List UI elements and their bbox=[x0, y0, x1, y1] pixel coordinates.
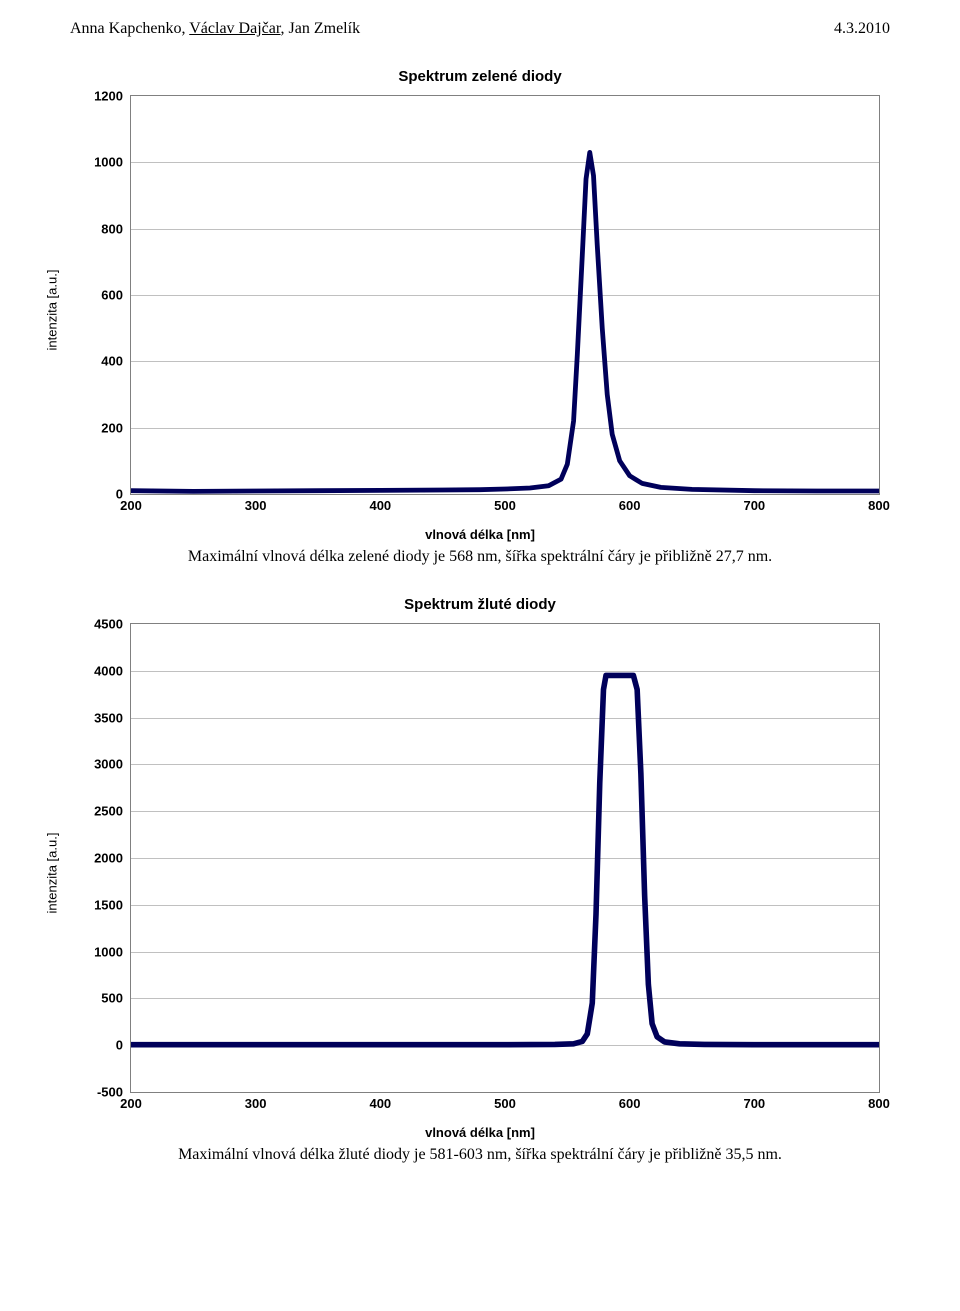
chart-caption: Maximální vlnová délka žluté diody je 58… bbox=[70, 1146, 890, 1164]
y-tick-label: 600 bbox=[101, 288, 123, 303]
x-tick-label: 500 bbox=[494, 1096, 516, 1111]
y-tick-label: 0 bbox=[116, 1038, 123, 1053]
y-tick-label: 400 bbox=[101, 354, 123, 369]
y-tick-label: 1000 bbox=[94, 155, 123, 170]
y-tick-label: 3500 bbox=[94, 710, 123, 725]
x-tick-label: 800 bbox=[868, 498, 890, 513]
x-tick-label: 800 bbox=[868, 1096, 890, 1111]
series-line bbox=[131, 96, 879, 494]
chart-yellow: Spektrum žluté diody intenzita [a.u.] -5… bbox=[40, 596, 920, 1164]
chart-title: Spektrum zelené diody bbox=[40, 68, 920, 85]
chart-frame: intenzita [a.u.] 02004006008001000120020… bbox=[100, 95, 890, 525]
x-tick-label: 400 bbox=[369, 1096, 391, 1111]
x-tick-label: 300 bbox=[245, 498, 267, 513]
plot-area: 0200400600800100012002003004005006007008… bbox=[130, 95, 880, 495]
y-tick-label: 800 bbox=[101, 221, 123, 236]
x-tick-label: 700 bbox=[743, 498, 765, 513]
y-tick-label: 4500 bbox=[94, 617, 123, 632]
y-tick-label: 3000 bbox=[94, 757, 123, 772]
y-tick-label: 2000 bbox=[94, 851, 123, 866]
x-tick-label: 200 bbox=[120, 1096, 142, 1111]
y-tick-label: 1500 bbox=[94, 897, 123, 912]
series-line bbox=[131, 624, 879, 1092]
x-tick-label: 600 bbox=[619, 498, 641, 513]
date: 4.3.2010 bbox=[834, 20, 890, 38]
y-tick-label: 500 bbox=[101, 991, 123, 1006]
y-tick-label: 1000 bbox=[94, 944, 123, 959]
chart-frame: intenzita [a.u.] -5000500100015002000250… bbox=[100, 623, 890, 1123]
y-tick-label: 200 bbox=[101, 420, 123, 435]
x-tick-label: 400 bbox=[369, 498, 391, 513]
y-tick-label: 2500 bbox=[94, 804, 123, 819]
x-tick-label: 200 bbox=[120, 498, 142, 513]
y-axis-label: intenzita [a.u.] bbox=[45, 270, 60, 351]
chart-green: Spektrum zelené diody intenzita [a.u.] 0… bbox=[40, 68, 920, 566]
x-tick-label: 500 bbox=[494, 498, 516, 513]
chart-title: Spektrum žluté diody bbox=[40, 596, 920, 613]
x-axis-label: vlnová délka [nm] bbox=[40, 1125, 920, 1140]
y-tick-label: 4000 bbox=[94, 663, 123, 678]
page-header: Anna Kapchenko, Václav Dajčar, Jan Zmelí… bbox=[40, 20, 920, 38]
y-axis-label: intenzita [a.u.] bbox=[45, 833, 60, 914]
x-tick-label: 700 bbox=[743, 1096, 765, 1111]
chart-caption: Maximální vlnová délka zelené diody je 5… bbox=[70, 548, 890, 566]
y-tick-label: -500 bbox=[97, 1085, 123, 1100]
x-tick-label: 600 bbox=[619, 1096, 641, 1111]
x-axis-label: vlnová délka [nm] bbox=[40, 527, 920, 542]
plot-area: -500050010001500200025003000350040004500… bbox=[130, 623, 880, 1093]
x-tick-label: 300 bbox=[245, 1096, 267, 1111]
y-tick-label: 1200 bbox=[94, 89, 123, 104]
authors: Anna Kapchenko, Václav Dajčar, Jan Zmelí… bbox=[70, 20, 360, 38]
